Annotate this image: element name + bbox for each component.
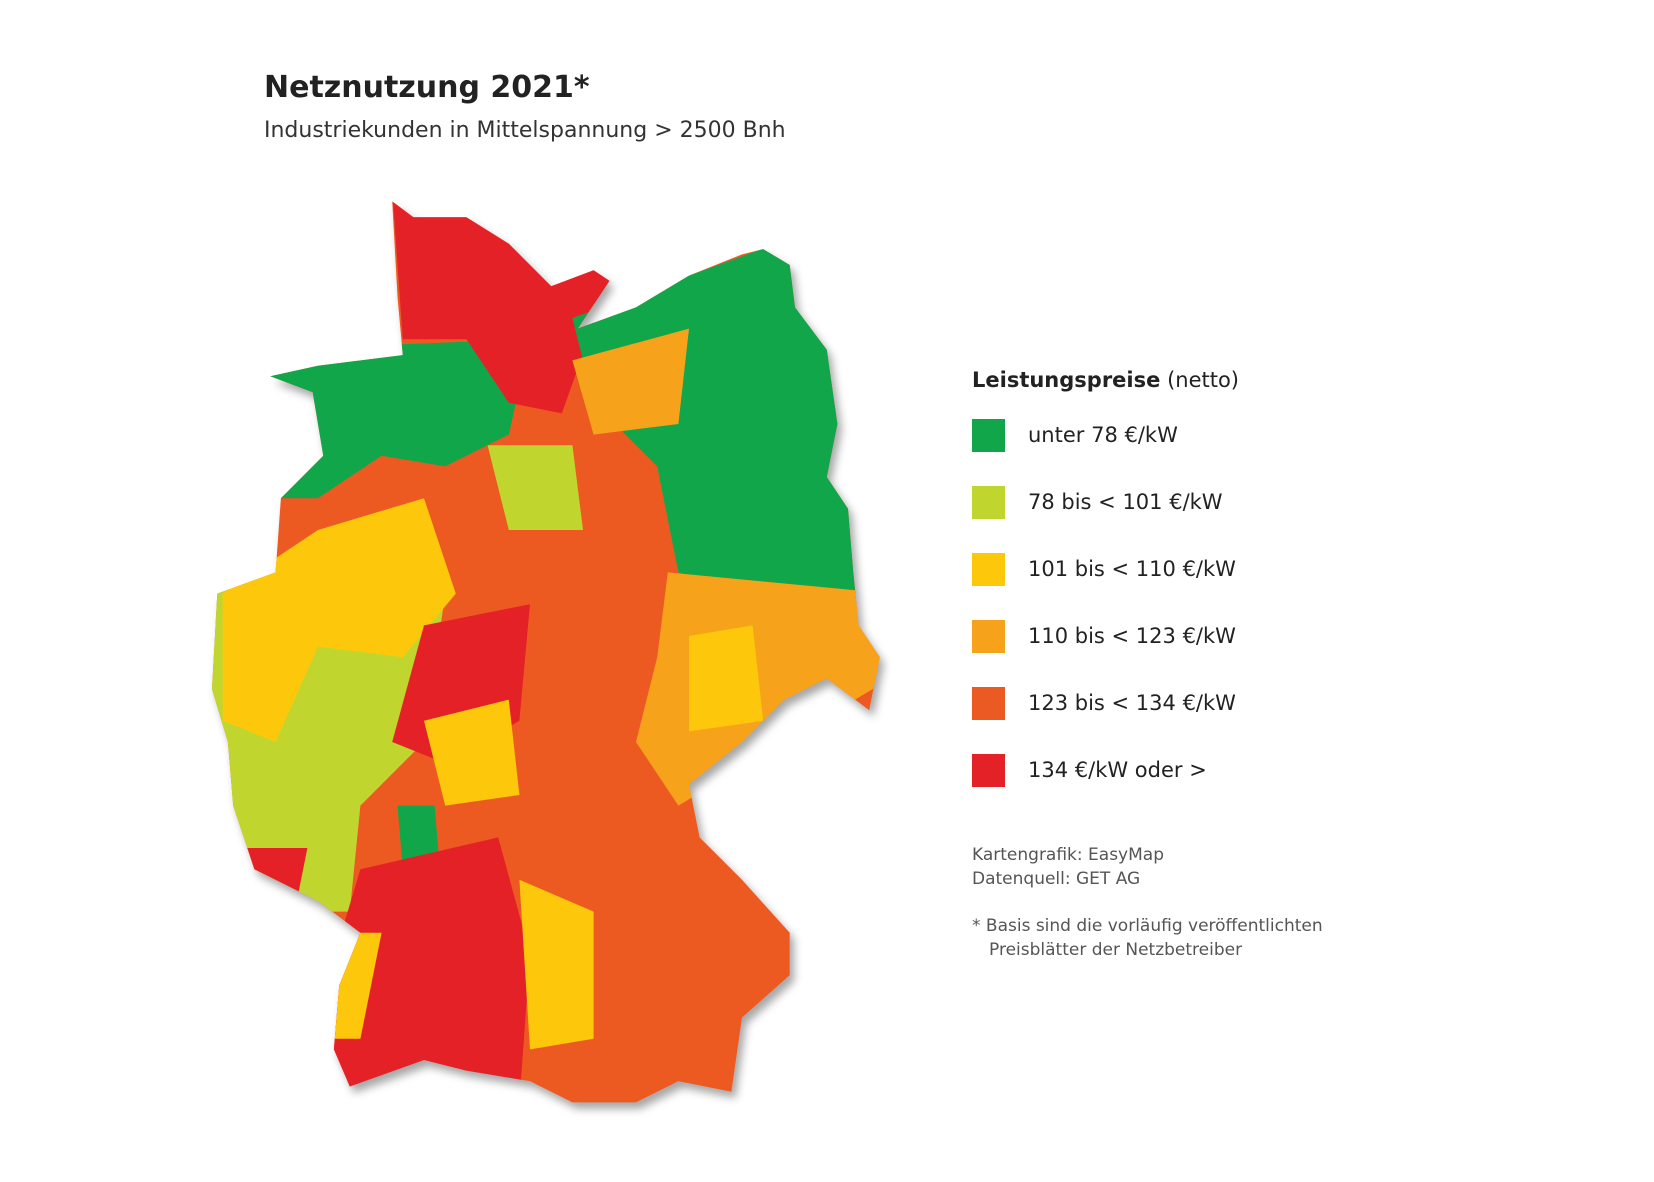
legend-item: 110 bis < 123 €/kW xyxy=(972,619,1236,653)
legend-label: 134 €/kW oder > xyxy=(1028,758,1207,782)
legend-label: 110 bis < 123 €/kW xyxy=(1028,624,1236,648)
legend-label: unter 78 €/kW xyxy=(1028,423,1178,447)
legend-swatch xyxy=(972,686,1005,720)
legend-label: 101 bis < 110 €/kW xyxy=(1028,557,1236,581)
legend-swatch xyxy=(972,485,1005,519)
legend-item: 78 bis < 101 €/kW xyxy=(972,485,1223,519)
legend-swatch xyxy=(972,418,1005,452)
legend-swatch xyxy=(972,619,1005,653)
legend-label: 78 bis < 101 €/kW xyxy=(1028,490,1223,514)
legend-item: unter 78 €/kW xyxy=(972,418,1178,452)
legend-item: 134 €/kW oder > xyxy=(972,753,1207,787)
legend-item: 123 bis < 134 €/kW xyxy=(972,686,1236,720)
subtitle: Industriekunden in Mittelspannung > 2500… xyxy=(264,118,786,143)
footnote-line: * Basis sind die vorläufig veröffentlich… xyxy=(972,916,1323,936)
legend-swatch xyxy=(972,552,1005,586)
legend-item: 101 bis < 110 €/kW xyxy=(972,552,1236,586)
germany-map xyxy=(211,201,880,1103)
legend-swatch xyxy=(972,753,1005,787)
credit-line: Kartengrafik: EasyMap xyxy=(972,845,1164,865)
title: Netznutzung 2021* xyxy=(264,70,590,105)
credit-line: Datenquell: GET AG xyxy=(972,869,1141,889)
legend-title: Leistungspreise (netto) xyxy=(972,368,1239,392)
legend-title-main: Leistungspreise xyxy=(972,368,1161,392)
legend-label: 123 bis < 134 €/kW xyxy=(1028,691,1236,715)
legend-title-suffix: (netto) xyxy=(1167,368,1239,392)
footnote-line: Preisblätter der Netzbetreiber xyxy=(989,940,1243,960)
